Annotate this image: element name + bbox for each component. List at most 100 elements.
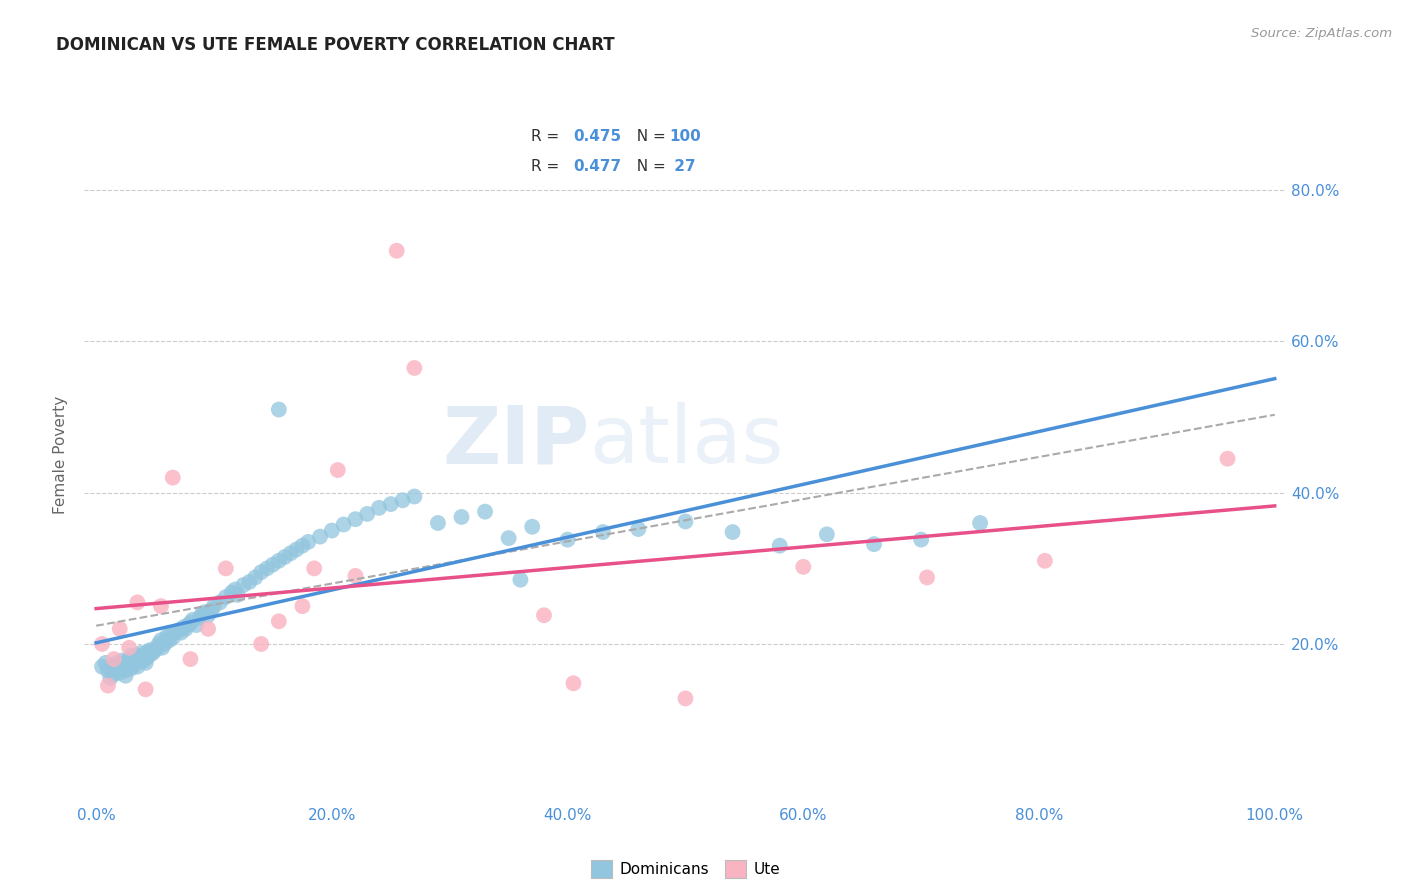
Point (215, 561, 238, 575)
Point (356, 507, 378, 521)
Point (562, 676, 585, 690)
Point (332, 517, 354, 532)
Point (153, 637, 176, 651)
Point (91, 659, 114, 673)
Point (197, 608, 219, 623)
Point (326, 463, 349, 477)
Text: R =: R = (531, 128, 564, 144)
Point (127, 659, 149, 673)
Point (177, 618, 200, 632)
Point (302, 561, 325, 575)
Point (291, 599, 314, 614)
Point (179, 615, 201, 630)
Point (450, 510, 472, 524)
Point (321, 524, 343, 538)
Point (769, 539, 792, 553)
Point (108, 622, 131, 636)
Point (215, 590, 238, 604)
Text: atlas: atlas (589, 402, 783, 480)
Legend: Dominicans, Ute: Dominicans, Ute (583, 853, 787, 886)
Text: N =: N = (627, 128, 671, 144)
Point (114, 669, 136, 683)
Point (721, 524, 744, 539)
Point (194, 605, 217, 619)
Point (238, 574, 260, 589)
Point (1216, 451, 1239, 466)
Point (138, 648, 160, 663)
Text: 0.477: 0.477 (574, 159, 621, 174)
Point (344, 569, 367, 583)
Point (118, 652, 141, 666)
Point (181, 613, 204, 627)
Point (592, 524, 614, 539)
Point (156, 629, 179, 643)
Point (150, 640, 173, 655)
Point (250, 565, 273, 579)
Point (208, 595, 231, 609)
Point (910, 533, 932, 547)
Point (404, 361, 426, 376)
Point (174, 622, 197, 636)
Point (915, 570, 938, 584)
Point (385, 244, 408, 258)
Point (274, 549, 297, 564)
Point (179, 652, 201, 666)
Point (285, 542, 308, 557)
Point (404, 490, 426, 504)
Point (149, 599, 172, 614)
Point (94, 656, 117, 670)
Point (675, 691, 697, 706)
Point (159, 628, 181, 642)
Point (509, 573, 531, 587)
Point (149, 633, 172, 648)
Point (125, 648, 148, 663)
Text: 27: 27 (669, 159, 696, 174)
Point (121, 661, 143, 675)
Point (103, 667, 125, 681)
Point (815, 527, 838, 541)
Point (97, 664, 120, 678)
Point (863, 537, 886, 551)
Point (97, 679, 120, 693)
Point (226, 588, 249, 602)
Point (557, 533, 579, 547)
Point (135, 682, 157, 697)
Point (117, 659, 139, 673)
Point (91, 637, 114, 651)
Point (202, 599, 225, 614)
Point (121, 648, 143, 663)
Point (280, 546, 302, 560)
Point (98, 671, 121, 685)
Point (380, 497, 402, 511)
Point (103, 658, 125, 673)
Text: N =: N = (627, 159, 671, 174)
Point (426, 516, 449, 530)
Point (188, 610, 211, 624)
Point (114, 656, 136, 670)
Point (197, 622, 219, 636)
Text: 0.475: 0.475 (574, 128, 621, 144)
Point (111, 659, 134, 673)
Point (201, 603, 224, 617)
Point (127, 595, 149, 609)
Point (104, 661, 127, 675)
Point (627, 522, 650, 536)
Point (139, 643, 162, 657)
Point (103, 652, 125, 666)
Point (267, 554, 290, 568)
Point (162, 631, 184, 645)
Point (221, 585, 243, 599)
Point (291, 539, 314, 553)
Point (111, 654, 134, 668)
Point (136, 644, 159, 658)
Point (391, 493, 413, 508)
Point (224, 582, 246, 597)
Y-axis label: Female Poverty: Female Poverty (53, 396, 69, 514)
Point (256, 561, 278, 575)
Point (533, 608, 555, 623)
Point (162, 470, 184, 484)
Point (262, 558, 284, 572)
Point (186, 618, 208, 632)
Point (114, 664, 136, 678)
Point (165, 625, 187, 640)
